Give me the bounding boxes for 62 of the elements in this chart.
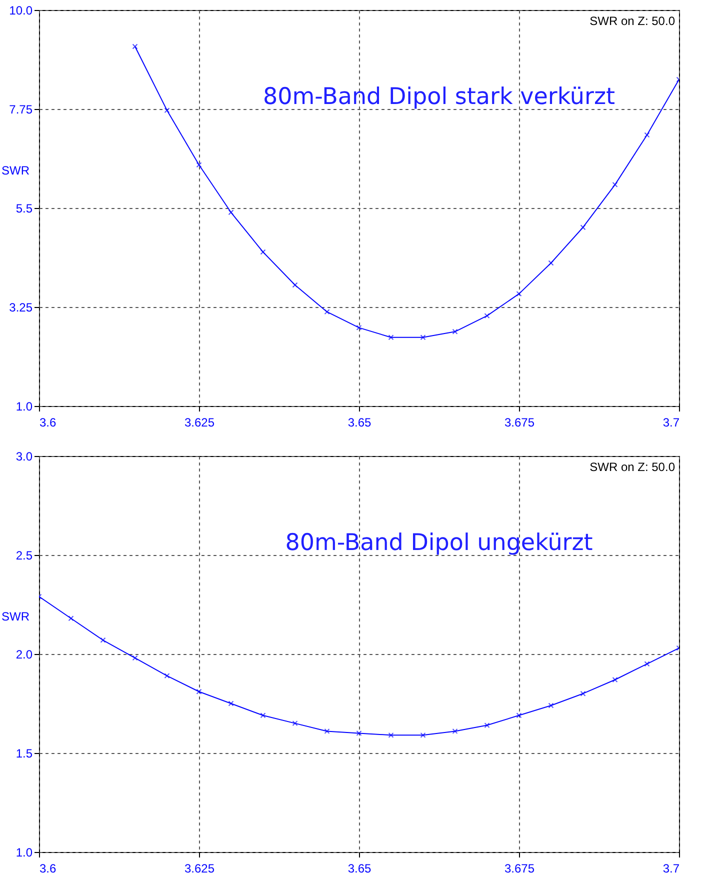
y-tick-label: 2.0 <box>16 648 33 662</box>
y-tick-label: 10.0 <box>9 4 33 18</box>
annotation: SWR on Z: 50.0 <box>590 14 676 28</box>
point <box>292 282 298 288</box>
point <box>420 732 426 738</box>
point <box>420 334 426 340</box>
point <box>548 260 554 266</box>
y-tick-label: 3.25 <box>9 300 33 314</box>
point <box>388 732 394 738</box>
point <box>644 661 650 667</box>
x-tick-label: 3.6 <box>40 862 57 876</box>
y-tick-label: 5.5 <box>16 202 33 216</box>
y-tick-label: 7.75 <box>9 102 33 116</box>
x-tick-label: 3.6 <box>40 416 57 430</box>
point <box>452 728 458 734</box>
y-tick-label: 1.0 <box>16 846 33 860</box>
point <box>356 730 362 736</box>
point <box>132 44 138 50</box>
y-axis-title: SWR <box>2 610 30 624</box>
point <box>580 690 586 696</box>
point <box>260 712 266 718</box>
point <box>644 132 650 138</box>
point <box>164 673 170 679</box>
x-tick-label: 3.675 <box>504 416 535 430</box>
point <box>612 182 618 188</box>
point <box>292 720 298 726</box>
point <box>484 313 490 319</box>
point <box>484 722 490 728</box>
y-tick-label: 2.5 <box>16 548 33 562</box>
y-tick-label: 1.5 <box>16 746 33 760</box>
point <box>356 324 362 330</box>
point <box>516 291 522 297</box>
point <box>612 677 618 682</box>
x-tick-label: 3.65 <box>348 862 372 876</box>
point <box>228 210 234 216</box>
x-tick-label: 3.675 <box>504 862 535 876</box>
x-tick-label: 3.625 <box>184 862 215 876</box>
point <box>452 328 458 334</box>
y-tick-label: 1.0 <box>16 400 33 414</box>
point <box>580 224 586 230</box>
point <box>324 309 330 315</box>
point <box>228 700 234 706</box>
point <box>388 334 394 340</box>
y-tick-label: 3.0 <box>16 450 33 464</box>
x-tick-label: 3.7 <box>662 862 680 876</box>
x-tick-label: 3.65 <box>348 416 372 430</box>
text: 80m-Band Dipol ungekürzt <box>285 530 593 556</box>
point <box>260 249 266 255</box>
point <box>132 655 138 661</box>
annotation: SWR on Z: 50.0 <box>590 460 676 474</box>
point <box>100 637 106 643</box>
point <box>164 108 170 114</box>
x-tick-label: 3.625 <box>184 416 215 430</box>
point <box>324 728 330 734</box>
point <box>516 712 522 718</box>
x-tick-label: 3.7 <box>662 416 680 430</box>
point <box>548 702 554 708</box>
point <box>196 688 202 694</box>
y-axis-title: SWR <box>2 164 30 178</box>
point <box>196 162 202 168</box>
text: 80m-Band Dipol stark verkürzt <box>262 84 616 110</box>
point <box>68 616 74 622</box>
